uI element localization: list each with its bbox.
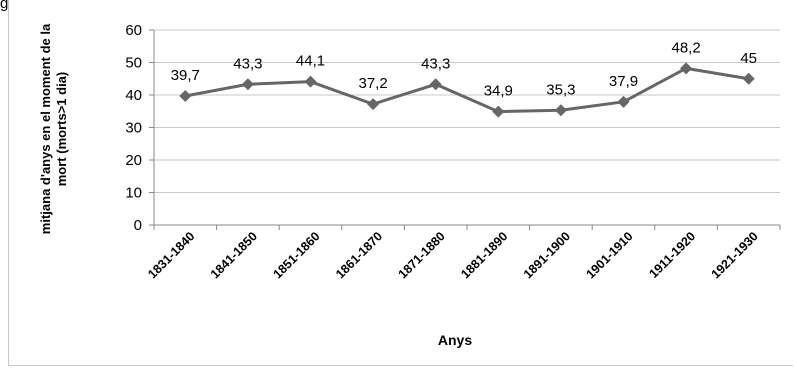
data-point-marker: [179, 89, 192, 102]
data-point-marker: [367, 98, 380, 111]
y-axis-label-line-2: mort (morts>1 dia): [54, 72, 69, 187]
x-axis-label: Anys: [438, 332, 472, 348]
axes: [149, 29, 781, 230]
x-tick-label: 1921-1930: [709, 229, 761, 281]
data-label: 37,2: [358, 75, 387, 92]
x-tick-label: 1861-1870: [333, 229, 385, 281]
series-polyline: [185, 66, 749, 114]
y-tick-label: 50: [125, 55, 142, 72]
x-tick-label: 1891-1900: [521, 229, 573, 281]
data-labels: 39,7 43,3 44,1 37,2 43,3 34,9 35,3 37,9 48,2 45: [171, 39, 757, 99]
chart-title-fragment: g: [0, 0, 8, 12]
y-tick-label: 60: [125, 22, 142, 39]
y-axis-label-line-1: mitjana d'anys en el moment de la: [38, 23, 53, 234]
data-label: 37,9: [609, 73, 638, 90]
data-point-marker: [492, 105, 505, 118]
data-point-marker: [680, 62, 693, 75]
data-point-marker: [742, 72, 755, 85]
y-tick-label: 0: [134, 217, 142, 234]
data-label: 45: [740, 50, 757, 67]
data-label: 39,7: [171, 67, 200, 84]
y-tick-label: 40: [125, 87, 142, 104]
data-point-marker: [304, 75, 317, 88]
x-tick-label: 1831-1840: [145, 229, 197, 281]
data-point-marker: [617, 95, 630, 108]
data-label: 43,3: [233, 55, 262, 72]
data-label: 34,9: [484, 83, 513, 100]
data-label: 44,1: [296, 53, 325, 70]
data-point-marker: [241, 78, 254, 91]
data-points: [179, 62, 755, 118]
x-tick-label: 1841-1850: [208, 229, 260, 281]
series-line: [185, 66, 749, 114]
chart-frame: [8, 0, 793, 366]
x-tick-label: 1851-1860: [270, 229, 322, 281]
x-tick-label: 1871-1880: [396, 229, 448, 281]
y-tick-label: 10: [125, 185, 142, 202]
x-tick-label: 1911-1920: [647, 229, 699, 281]
y-tick-label: 30: [125, 120, 142, 137]
x-tick-labels: 1831-1840 1841-1850 1851-1860 1861-1870 1871…: [145, 229, 761, 281]
data-point-marker: [429, 78, 442, 91]
data-label: 48,2: [671, 39, 700, 56]
y-tick-label: 20: [125, 152, 142, 169]
y-tick-labels: 0 10 20 30 40 50 60: [125, 22, 142, 234]
gridlines: [154, 29, 780, 193]
x-tick-label: 1901-1910: [583, 229, 635, 281]
data-label: 35,3: [546, 81, 575, 98]
x-tick-label: 1881-1890: [458, 229, 510, 281]
data-point-marker: [554, 104, 567, 117]
data-label: 43,3: [421, 55, 450, 72]
